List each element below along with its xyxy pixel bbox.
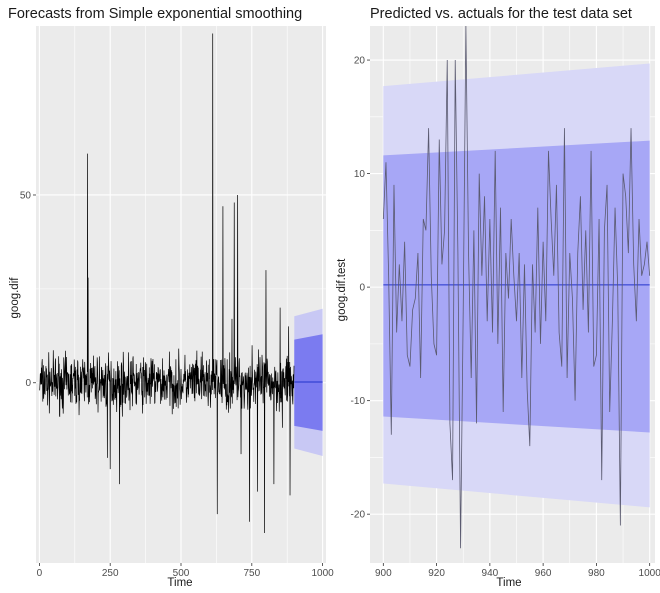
right-chart: Predicted vs. actuals for the test data … [336, 6, 660, 589]
left-chart: Forecasts from Simple exponential smooth… [8, 6, 334, 589]
x-tick-label: 500 [173, 568, 190, 579]
left-x-axis-label: Time [167, 577, 192, 589]
y-tick-label: 10 [354, 169, 366, 180]
x-tick-label: 1000 [311, 568, 334, 579]
y-tick-label: 0 [359, 283, 365, 294]
x-tick-label: 750 [243, 568, 260, 579]
x-tick-label: 0 [37, 568, 43, 579]
left-series [39, 33, 295, 533]
x-tick-label: 940 [482, 568, 499, 579]
y-tick-label: -10 [351, 396, 366, 407]
y-tick-label: 0 [25, 378, 31, 389]
x-tick-label: 960 [535, 568, 552, 579]
right-forecast-bands [383, 63, 650, 508]
left-y-axis-label: goog.dif [9, 277, 21, 319]
right-series [382, 25, 651, 549]
x-tick-label: 900 [375, 568, 392, 579]
left-forecast-bands [294, 308, 323, 456]
left-axis-ticks: 0 250 500 750 1000 0 50 [20, 190, 334, 579]
x-tick-label: 1000 [639, 568, 660, 579]
series-line [39, 33, 295, 533]
right-y-axis-label: goog.dif.test [336, 258, 348, 321]
series-line [382, 25, 651, 549]
left-chart-title: Forecasts from Simple exponential smooth… [8, 6, 302, 22]
x-tick-label: 250 [102, 568, 119, 579]
right-chart-title: Predicted vs. actuals for the test data … [370, 6, 632, 22]
x-tick-label: 980 [588, 568, 605, 579]
right-x-axis-label: Time [496, 577, 521, 589]
y-tick-label: 20 [354, 56, 366, 67]
forecast-80-band [294, 334, 323, 431]
x-tick-label: 920 [428, 568, 445, 579]
y-tick-label: -20 [351, 510, 366, 521]
y-tick-label: 50 [20, 190, 32, 201]
right-axis-ticks: 900 920 940 960 980 1000 -20 -10 0 10 20 [351, 56, 660, 579]
forecast-80-band [383, 140, 650, 433]
